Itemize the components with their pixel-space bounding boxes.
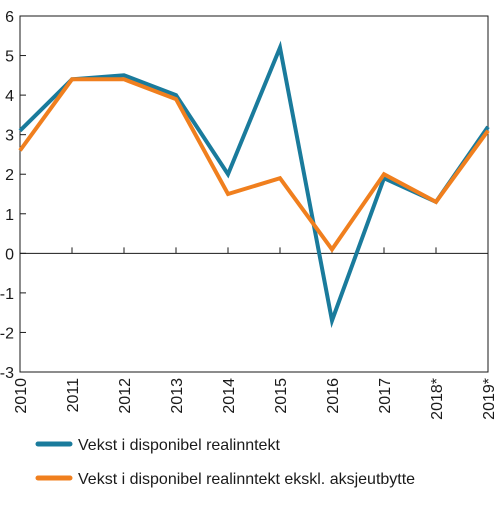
y-tick-label: -1 [0,286,14,303]
y-tick-label: 4 [5,88,14,105]
x-tick-label: 2018* [429,378,446,420]
chart-axes [19,15,489,373]
x-tick-label: 2013 [169,378,186,414]
y-tick-label: 5 [5,49,14,66]
legend-label-2: Vekst i disponibel realinntekt ekskl. ak… [78,471,415,488]
plot-frame [19,15,489,373]
series-line-2 [18,77,490,253]
x-tick-label: 2017 [377,378,394,414]
chart-series [18,40,490,329]
chart-legend: Vekst i disponibel realinntekt Vekst i di… [35,437,415,488]
y-tick-label: 6 [5,9,14,26]
y-tick-label: -2 [0,325,14,342]
x-tick-label: 2014 [221,378,238,414]
x-tick-label: 2010 [13,378,30,414]
y-tick-label: 1 [5,207,14,224]
y-tick-label: 2 [5,167,14,184]
y-tick-label: -3 [0,365,14,382]
y-tick-label: 0 [5,246,14,263]
x-tick-label: 2012 [117,378,134,414]
x-tick-label: 2015 [273,378,290,414]
x-axis-ticks: 2010 2011 2012 2013 2014 2015 2016 2017 2018* 201… [13,247,498,420]
y-axis-ticks: -3 -2 -1 0 1 2 3 4 5 6 [0,9,26,382]
x-tick-label: 2011 [65,378,82,413]
y-tick-label: 3 [5,128,14,145]
legend-label-1: Vekst i disponibel realinntekt [78,437,280,454]
x-tick-label: 2016 [325,378,342,414]
x-tick-label: 2019* [481,378,498,420]
